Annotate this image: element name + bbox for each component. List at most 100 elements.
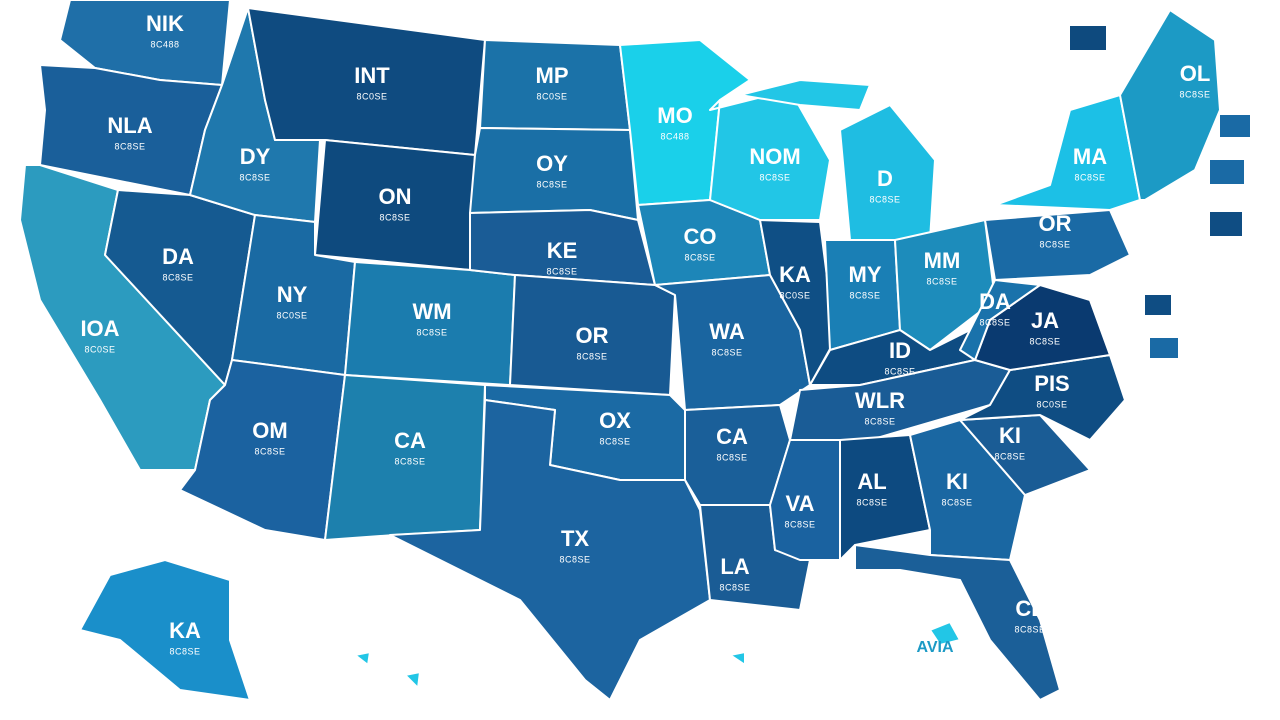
region-sublabel: 8C8SE [759, 172, 790, 182]
region-sublabel: 8C8SE [1074, 172, 1105, 182]
icon [1145, 295, 1171, 315]
labels: NIK 8C488 INT 8C0SE MP 8C0SE MO 8C488 NLA 8C8SE DY… [80, 11, 1210, 657]
region-sublabel: 8C0SE [276, 310, 307, 320]
region-label: JA [1031, 308, 1059, 333]
region-sublabel: 8C8SE [546, 266, 577, 276]
region-sublabel: 8C8SE [941, 497, 972, 507]
icon [1210, 160, 1244, 184]
region-label: OX [599, 408, 631, 433]
region-sublabel: 8C8SE [114, 141, 145, 151]
region-label: TX [561, 526, 589, 551]
state [79, 559, 251, 701]
region-label: WLR [855, 388, 905, 413]
state [509, 274, 676, 396]
region-sublabel: 8C0SE [1036, 399, 1067, 409]
region-sublabel: 8C8SE [559, 554, 590, 564]
state [994, 94, 1141, 211]
icon [1070, 26, 1106, 50]
region-label: NIK [146, 11, 184, 36]
region-label: CA [716, 424, 748, 449]
region-label: MO [657, 103, 692, 128]
region-sublabel: 8C8SE [416, 327, 447, 337]
state [839, 104, 936, 241]
region-label: NLA [107, 113, 152, 138]
state [984, 209, 1131, 281]
region-sublabel: 8C8SE [1039, 239, 1070, 249]
region-label: INT [354, 63, 390, 88]
state [1119, 9, 1221, 201]
region-sublabel: 8C0SE [536, 91, 567, 101]
region-sublabel: 8C8SE [1029, 336, 1060, 346]
state [839, 434, 931, 561]
icon [1210, 212, 1242, 236]
region-label: AL [857, 469, 886, 494]
region-sublabel: 8C8SE [536, 179, 567, 189]
state [854, 544, 1061, 701]
region-sublabel: 8C8SE [254, 446, 285, 456]
region-label: MP [536, 63, 569, 88]
island [404, 671, 421, 689]
region-sublabel: 8C8SE [869, 194, 900, 204]
region-label: OL [1180, 61, 1211, 86]
icon [1220, 115, 1250, 137]
region-sublabel: 8C8SE [864, 416, 895, 426]
region-label: DA [162, 244, 194, 269]
island [354, 651, 371, 666]
region-sublabel: 8C8SE [379, 212, 410, 222]
region-sublabel: 8C8SE [394, 456, 425, 466]
region-label: MY [849, 262, 882, 287]
region-label: LA [720, 554, 749, 579]
region-label: ID [889, 338, 911, 363]
region-sublabel: 8C8SE [169, 646, 200, 656]
region-label: MM [924, 248, 961, 273]
region-sublabel: 8C8SE [162, 272, 193, 282]
region-label: DY [240, 144, 271, 169]
region-sublabel: 8C8SE [1179, 89, 1210, 99]
region-sublabel: 8C8SE [1014, 624, 1045, 634]
region-label: KI [999, 423, 1021, 448]
region-label: KA [779, 262, 811, 287]
region-sublabel: 8C8SE [856, 497, 887, 507]
region-label: KE [547, 238, 578, 263]
region-sublabel: 8C8SE [994, 451, 1025, 461]
state [894, 219, 996, 351]
region-sublabel: 8C8SE [239, 172, 270, 182]
region-sublabel: 8C0SE [779, 290, 810, 300]
region-sublabel: 8C488 [660, 131, 689, 141]
region-sublabel: 8C8SE [926, 276, 957, 286]
region-label: NOM [749, 144, 800, 169]
region-sublabel: 8C8SE [716, 452, 747, 462]
region-sublabel: 8C8SE [719, 582, 750, 592]
island [729, 651, 746, 666]
region-label: OY [536, 151, 568, 176]
island [929, 621, 961, 646]
region-sublabel: 8C8SE [576, 351, 607, 361]
region-sublabel: 8C8SE [599, 436, 630, 446]
region-sublabel: 8C8SE [784, 519, 815, 529]
inset-label: AVIA [916, 639, 953, 656]
region-label: IOA [80, 316, 119, 341]
legend-icons [1070, 26, 1250, 358]
icon [1150, 338, 1178, 358]
region-label: CL [1015, 596, 1044, 621]
region-label: OR [1039, 211, 1072, 236]
states [19, 0, 1221, 701]
region-label: WM [412, 299, 451, 324]
region-label: NY [277, 282, 308, 307]
region-label: OR [576, 323, 609, 348]
region-label: KI [946, 469, 968, 494]
region-label: D [877, 166, 893, 191]
state [739, 79, 871, 111]
state [389, 399, 711, 701]
region-label: DA [979, 289, 1011, 314]
region-sublabel: 8C8SE [979, 317, 1010, 327]
region-sublabel: 8C8SE [849, 290, 880, 300]
region-label: OM [252, 418, 287, 443]
region-label: MA [1073, 144, 1107, 169]
region-sublabel: 8C8SE [711, 347, 742, 357]
region-label: ON [379, 184, 412, 209]
region-label: WA [709, 319, 745, 344]
region-label: CA [394, 428, 426, 453]
region-label: PIS [1034, 371, 1069, 396]
